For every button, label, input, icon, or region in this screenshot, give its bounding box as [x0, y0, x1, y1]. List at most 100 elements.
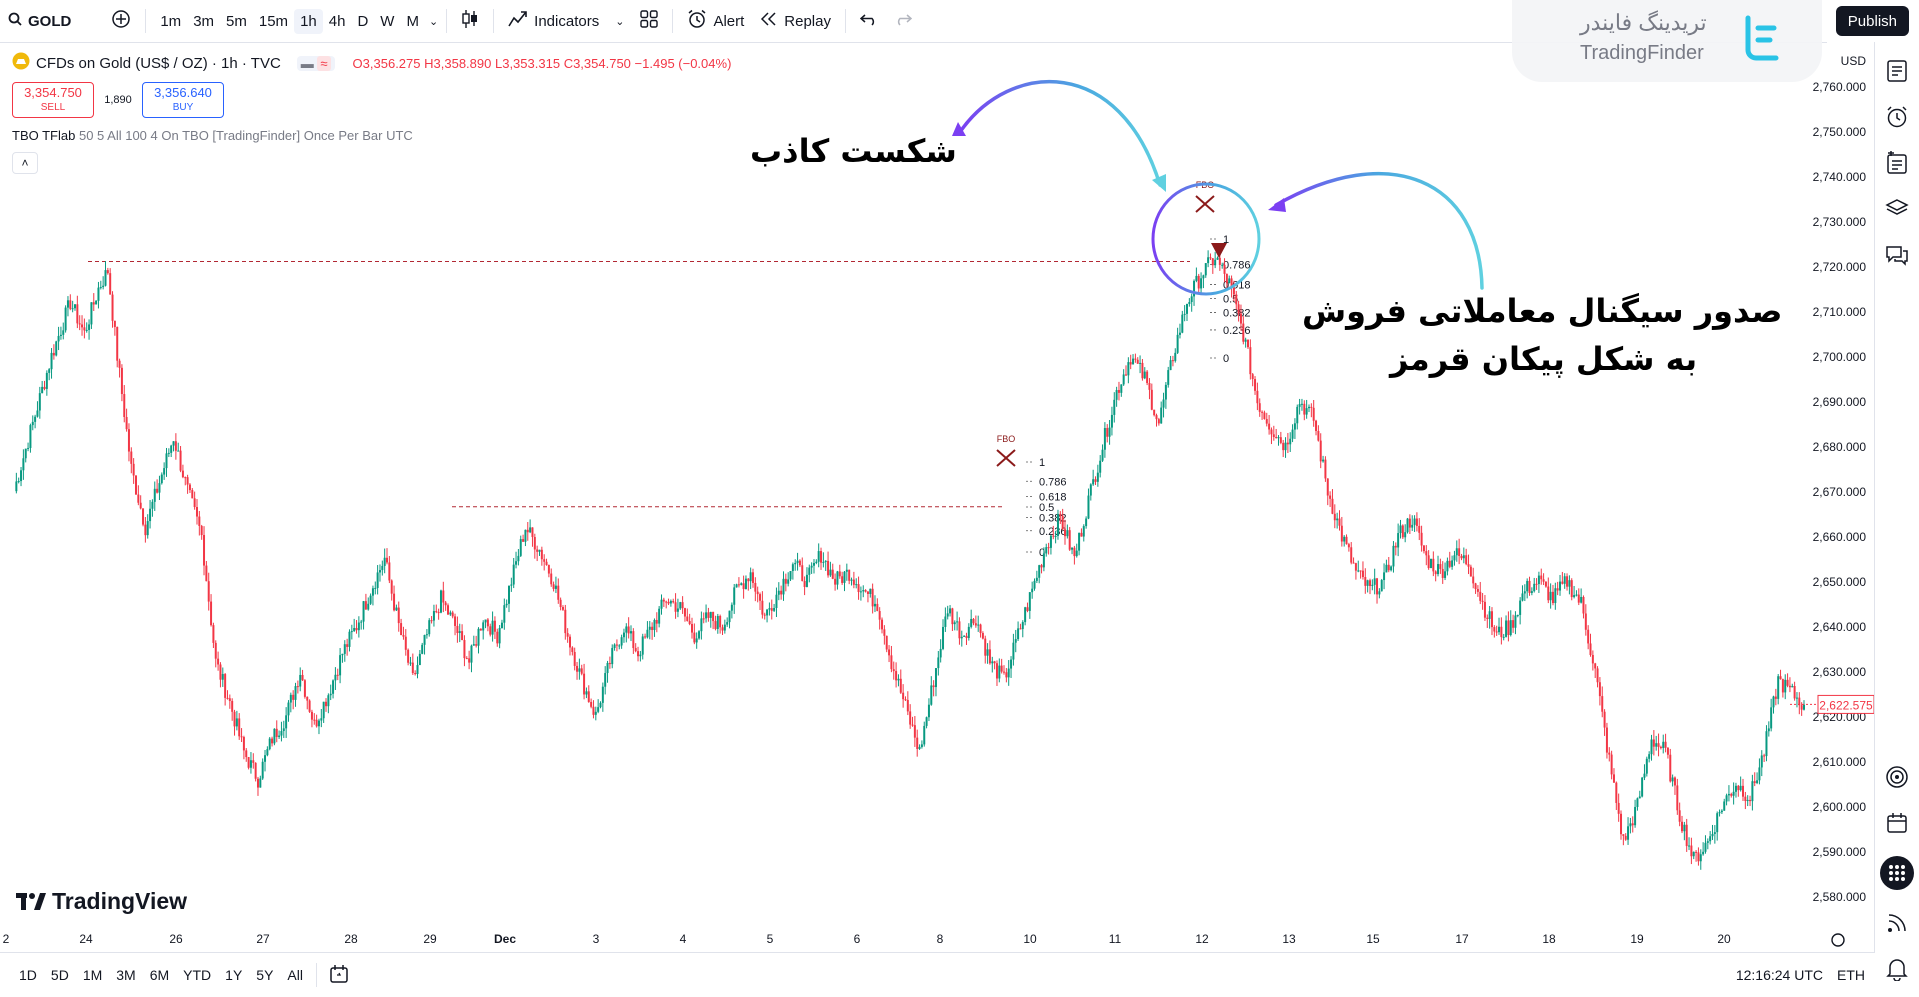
candle-body: [1514, 615, 1517, 628]
candle-body: [1225, 273, 1228, 284]
candle-body: [264, 755, 267, 762]
candle-body: [1021, 622, 1024, 630]
candle-body: [1479, 591, 1482, 601]
tradingview-logo[interactable]: TradingView: [16, 888, 187, 915]
candle-body: [1146, 371, 1149, 384]
range-6m[interactable]: 6M: [149, 967, 170, 983]
collapse-legend-button[interactable]: ˄: [12, 152, 38, 174]
candle-body: [1359, 570, 1362, 572]
sell-button[interactable]: 3,354.750 SELL: [12, 82, 94, 118]
candle-body: [1786, 679, 1789, 686]
candle-body: [1317, 430, 1320, 441]
candle-body: [1031, 588, 1034, 593]
candle-body: [824, 560, 827, 562]
undo-button[interactable]: [852, 0, 886, 42]
layouts-button[interactable]: [632, 0, 666, 42]
candle-body: [465, 658, 468, 660]
price-axis-label: 2,690.000: [1813, 395, 1867, 409]
interval-1m[interactable]: 1m: [160, 12, 182, 30]
alerts-clock-icon[interactable]: [1884, 104, 1910, 130]
alert-button[interactable]: Alert: [679, 0, 752, 42]
candle-body: [972, 618, 975, 624]
symbol-legend[interactable]: CFDs on Gold (US$ / OZ) · 1h · TVC ▬ ≈ O…: [12, 52, 731, 74]
publish-button[interactable]: Publish: [1835, 6, 1909, 36]
interval-3m[interactable]: 3m: [193, 12, 215, 30]
range-1m[interactable]: 1M: [82, 967, 103, 983]
candle-body: [716, 616, 719, 629]
fbo-marker-1-cross-icon: [996, 449, 1016, 467]
range-5d[interactable]: 5D: [50, 967, 69, 983]
candle-body: [658, 608, 661, 624]
interval-w[interactable]: W: [380, 12, 395, 30]
candle-body: [498, 627, 501, 644]
goto-date-icon[interactable]: [329, 964, 349, 987]
candle-body: [1394, 545, 1397, 548]
candle-body: [913, 725, 916, 738]
watchlist-icon[interactable]: [1884, 58, 1910, 84]
chevron-down-icon[interactable]: ⌄: [615, 15, 625, 28]
notifications-bell-icon[interactable]: [1884, 956, 1910, 982]
interval-d[interactable]: D: [357, 12, 369, 30]
chart-pane[interactable]: 1 0.786 0.618 0.5 0.382 0.236 0 1 0.786 0.618 0.5 0…: [0, 42, 1875, 952]
sell-price: 3,354.750: [24, 85, 82, 100]
interval-5m[interactable]: 5m: [226, 12, 247, 30]
compare-button[interactable]: [103, 0, 139, 42]
broadcast-icon[interactable]: [1884, 910, 1910, 936]
candle-body: [934, 668, 937, 688]
candle-body: [1716, 813, 1719, 833]
interval-15m[interactable]: 15m: [258, 12, 289, 30]
session-eth[interactable]: ETH: [1837, 967, 1865, 983]
candle-body: [1765, 731, 1768, 757]
range-1y[interactable]: 1Y: [225, 967, 243, 983]
chat-icon[interactable]: [1884, 242, 1910, 268]
candle-body: [979, 624, 982, 634]
range-ytd[interactable]: YTD: [183, 967, 212, 983]
candle-body: [1200, 278, 1203, 289]
candle-body: [1537, 575, 1540, 585]
chevron-down-icon[interactable]: ⌄: [428, 15, 439, 28]
replay-button[interactable]: Replay: [752, 0, 839, 42]
candle-body: [357, 622, 360, 631]
candle-body: [325, 701, 328, 707]
candle-body: [1275, 436, 1278, 439]
candle-body: [728, 610, 731, 623]
range-5y[interactable]: 5Y: [256, 967, 274, 983]
candle-body: [341, 653, 344, 656]
search-icon: [8, 12, 22, 30]
interval-4h[interactable]: 4h: [328, 12, 346, 30]
price-chart[interactable]: 10.7860.6180.50.3820.236010.7860.6180.50…: [0, 42, 1875, 952]
candle-body: [1263, 412, 1266, 419]
clock-utc[interactable]: 12:16:24 UTC: [1735, 967, 1823, 983]
price-axis-label: 2,600.000: [1813, 800, 1867, 814]
candle-body: [1425, 551, 1428, 556]
candle-body: [81, 324, 84, 328]
candle-body: [1746, 799, 1749, 802]
symbol-search[interactable]: GOLD: [0, 0, 79, 42]
calendar-icon[interactable]: [1884, 810, 1910, 836]
candle-body: [299, 674, 302, 687]
redo-button[interactable]: [886, 0, 920, 42]
chart-type-button[interactable]: [453, 0, 487, 42]
candle-body: [69, 300, 72, 309]
buy-button[interactable]: 3,356.640 BUY: [142, 82, 224, 118]
interval-1h[interactable]: 1h: [294, 8, 323, 34]
candle-body: [1385, 564, 1388, 573]
range-1d[interactable]: 1D: [19, 967, 37, 983]
range-3m[interactable]: 3M: [116, 967, 136, 983]
apps-grid-icon[interactable]: [1880, 856, 1914, 890]
candle-body: [641, 636, 644, 655]
indicators-icon: [508, 10, 528, 32]
indicator-legend[interactable]: TBO TFlab 50 5 All 100 4 On TBO [Trading…: [12, 128, 413, 143]
currency-label: USD: [1841, 54, 1867, 68]
candle-body: [576, 665, 579, 672]
indicators-button[interactable]: Indicators ⌄: [500, 0, 632, 42]
candle-body: [740, 583, 743, 585]
candle-body: [454, 616, 457, 626]
interval-m[interactable]: M: [406, 12, 419, 30]
target-icon[interactable]: [1884, 764, 1910, 790]
candle-body: [1781, 679, 1784, 693]
layers-icon[interactable]: [1884, 196, 1910, 222]
candle-body: [988, 649, 991, 664]
range-all[interactable]: All: [287, 967, 303, 983]
object-tree-icon[interactable]: [1884, 150, 1910, 176]
